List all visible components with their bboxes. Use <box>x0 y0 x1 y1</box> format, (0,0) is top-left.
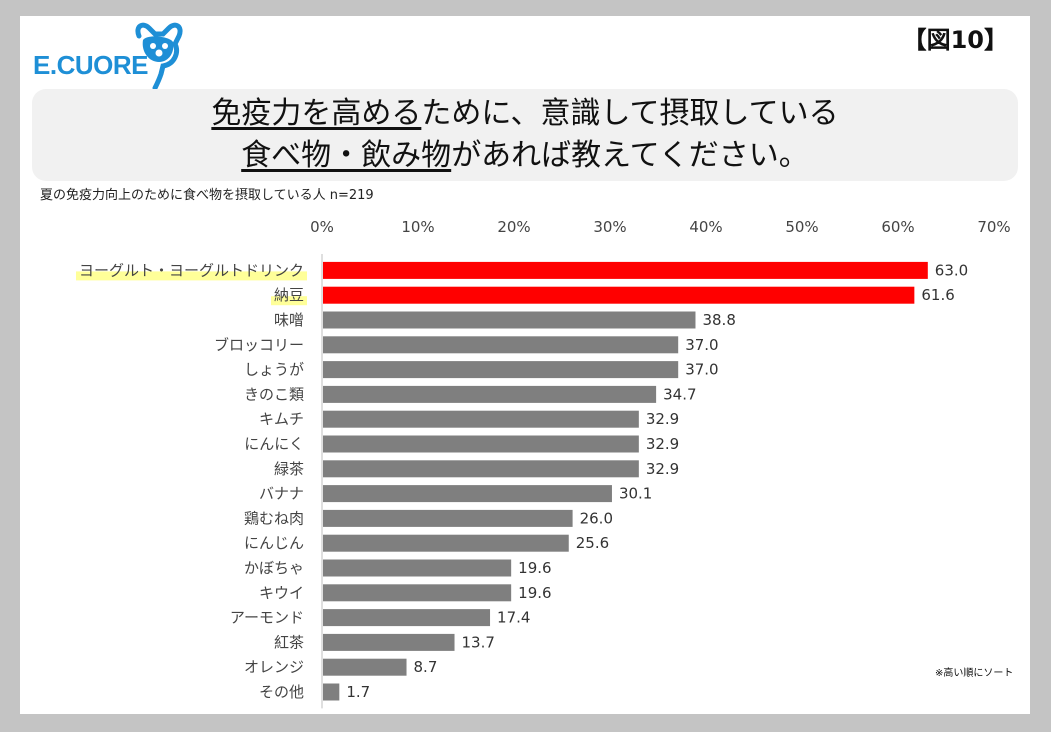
x-tick-label: 10% <box>401 218 434 236</box>
bar <box>323 311 696 329</box>
title-line-1-rest: ために、意識して摂取している <box>421 96 839 131</box>
value-label: 26.0 <box>580 509 613 527</box>
bar <box>323 410 639 428</box>
bar <box>323 336 679 354</box>
value-label: 30.1 <box>619 485 652 503</box>
category-label: その他 <box>259 683 304 701</box>
category-label: にんにく <box>244 435 304 453</box>
x-tick-label: 50% <box>785 218 818 236</box>
category-label: ヨーグルト・ヨーグルトドリンク <box>79 261 304 279</box>
bar <box>323 261 928 279</box>
x-tick-label: 20% <box>497 218 530 236</box>
bar <box>323 509 573 527</box>
category-label: バナナ <box>259 485 304 503</box>
bar <box>323 286 915 304</box>
chart-subtitle: 夏の免疫力向上のために食べ物を摂取している人 n=219 <box>40 188 374 203</box>
value-label: 37.0 <box>685 336 718 354</box>
value-label: 32.9 <box>646 435 679 453</box>
value-label: 19.6 <box>518 584 551 602</box>
chart-card: E.CUORE 【図10】 免疫力を高めるために、意識して摂取している 食べ物・… <box>20 16 1030 714</box>
category-label: 緑茶 <box>274 460 304 478</box>
bar <box>323 559 512 577</box>
value-label: 1.7 <box>346 683 370 701</box>
x-tick-label: 60% <box>881 218 914 236</box>
category-label-highlight <box>271 296 307 306</box>
category-label: きのこ類 <box>244 385 304 403</box>
x-tick-label: 30% <box>593 218 626 236</box>
category-label: キムチ <box>259 410 304 428</box>
title-line-1: 免疫力を高めるために、意識して摂取している <box>211 93 838 135</box>
x-tick-label: 0% <box>310 218 334 236</box>
bar <box>323 534 569 552</box>
value-label: 37.0 <box>685 361 718 379</box>
value-label: 19.6 <box>518 559 551 577</box>
title-line-1-underlined: 免疫力を高める <box>211 96 422 131</box>
figure-label: 【図10】 <box>902 26 1008 54</box>
sort-note: ※高い順にソート <box>935 668 1014 679</box>
category-label: 納豆 <box>274 286 304 304</box>
x-tick-label: 70% <box>977 218 1010 236</box>
bar <box>323 658 407 676</box>
category-label: オレンジ <box>244 658 304 676</box>
category-label: しょうが <box>244 361 304 379</box>
logo-text: E.CUORE <box>33 50 148 80</box>
category-label: にんじん <box>244 534 304 552</box>
value-label: 17.4 <box>497 609 530 627</box>
value-label: 32.9 <box>646 410 679 428</box>
title-line-2-rest: があれば教えてください。 <box>451 138 809 173</box>
bar-chart: 0% 10% 20% 30% 40% 50% 60% 70% ヨーグルト・ヨーグルトドリンク 63… <box>76 218 1011 709</box>
bar <box>323 633 455 651</box>
title-line-2-underlined: 食べ物・飲み物 <box>241 138 452 173</box>
value-label: 61.6 <box>921 286 954 304</box>
bar <box>323 584 512 602</box>
category-label: かぼちゃ <box>244 559 304 577</box>
category-label: 味噌 <box>274 311 304 329</box>
category-label-highlight <box>76 271 307 281</box>
category-label: アーモンド <box>230 609 304 627</box>
category-label: キウイ <box>259 584 304 602</box>
category-label: 紅茶 <box>274 633 304 651</box>
value-label: 13.7 <box>462 633 495 651</box>
bar <box>323 385 657 403</box>
value-label: 63.0 <box>935 261 968 279</box>
title-line-2: 食べ物・飲み物があれば教えてください。 <box>241 135 809 177</box>
value-label: 25.6 <box>576 534 609 552</box>
category-label: ブロッコリー <box>214 336 304 354</box>
bar <box>323 361 679 379</box>
bar <box>323 460 639 478</box>
value-label: 8.7 <box>414 658 438 676</box>
bar <box>323 609 491 627</box>
category-label: 鶏むね肉 <box>244 509 304 527</box>
value-label: 38.8 <box>702 311 735 329</box>
value-label: 32.9 <box>646 460 679 478</box>
bar <box>323 683 340 701</box>
bar <box>323 485 612 503</box>
value-label: 34.7 <box>663 385 696 403</box>
bar <box>323 435 639 453</box>
question-title-box: 免疫力を高めるために、意識して摂取している 食べ物・飲み物があれば教えてください… <box>32 89 1018 181</box>
x-tick-label: 40% <box>689 218 722 236</box>
